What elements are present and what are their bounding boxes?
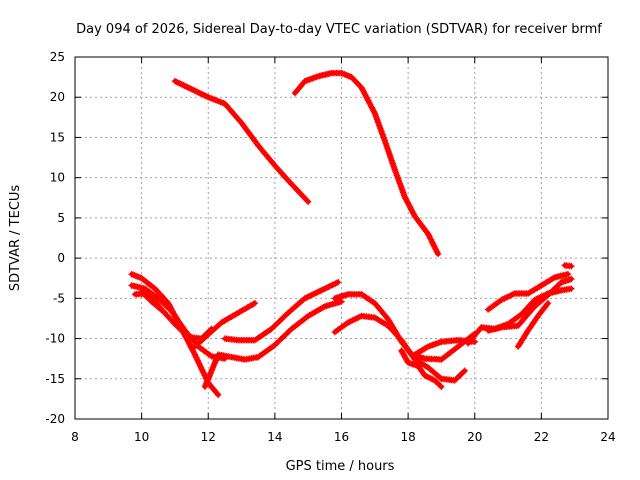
y-tick-label: -15: [45, 372, 65, 386]
x-tick-label: 10: [134, 430, 149, 444]
grid-lines: [75, 57, 608, 419]
series-track-12: [398, 347, 445, 390]
x-tick-label: 24: [600, 430, 615, 444]
series-track-8: [221, 279, 342, 344]
data-series: [128, 69, 575, 399]
x-tick-label: 20: [467, 430, 482, 444]
chart-title: Day 094 of 2026, Sidereal Day-to-day VTE…: [76, 22, 602, 37]
series-markers: [331, 312, 468, 384]
y-tick-label: 25: [50, 50, 65, 64]
series-line: [332, 313, 468, 383]
series-track-2: [291, 69, 442, 258]
x-tick-label: 16: [334, 430, 349, 444]
series-markers: [398, 347, 445, 390]
series-markers: [484, 275, 575, 334]
series-markers: [484, 271, 572, 313]
series-track-18: [561, 262, 575, 270]
series-track-17: [514, 300, 552, 350]
series-track-16: [484, 275, 575, 334]
series-track-13: [411, 337, 478, 358]
series-markers: [221, 279, 342, 344]
series-track-6: [138, 288, 169, 316]
axis-ticks: 8 10 12 14 16 18 20 22 24 -20 -15 -10 -5 0 5 10 15 20 25: [45, 50, 615, 444]
y-tick-label: 5: [57, 211, 65, 225]
plot-frame: [74, 56, 609, 420]
y-tick-label: 15: [50, 130, 65, 144]
y-tick-label: 10: [50, 171, 65, 185]
series-markers: [561, 262, 575, 270]
x-axis-label: GPS time / hours: [286, 459, 395, 474]
series-track-11: [331, 312, 468, 384]
x-tick-label: 18: [400, 430, 415, 444]
y-tick-label: -5: [53, 291, 65, 305]
x-tick-label: 8: [71, 430, 79, 444]
series-track-1: [171, 77, 312, 205]
series-markers: [201, 298, 345, 390]
series-track-9: [191, 300, 259, 350]
series-track-15: [484, 271, 572, 313]
y-tick-label: 20: [50, 90, 65, 104]
series-markers: [191, 300, 259, 350]
y-tick-label: -10: [45, 332, 65, 346]
y-axis-label: SDTVAR / TECUs: [8, 185, 23, 292]
x-tick-label: 12: [201, 430, 216, 444]
y-tick-label: -20: [45, 412, 65, 426]
series-markers: [514, 300, 552, 350]
x-tick-label: 14: [267, 430, 282, 444]
x-tick-label: 22: [534, 430, 549, 444]
series-markers: [171, 77, 312, 205]
series-track-7: [201, 298, 345, 390]
series-markers: [291, 69, 442, 258]
series-markers: [138, 288, 169, 316]
y-tick-label: 0: [57, 251, 65, 265]
